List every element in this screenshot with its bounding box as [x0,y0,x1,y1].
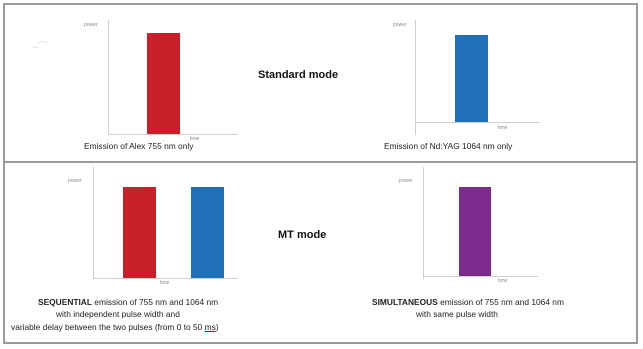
std-right-y-label: power [393,22,407,28]
std-right-x-label: time [498,125,508,131]
std-left-x-axis [108,134,238,135]
mt-right-y-axis [423,167,424,279]
mt-left-caption-emphasis: SEQUENTIAL [38,297,92,307]
mt-left-caption-line2: with independent pulse width and [56,309,180,319]
std-left-caption: Emission of Alex 755 nm only [84,141,194,151]
std-right-y-axis [415,20,416,135]
std-left-x-label: time [190,136,200,142]
diagram-frame [3,3,638,344]
mt-right-caption-emphasis: SIMULTANEOUS [372,297,438,307]
mt-mode-title: MT mode [278,229,327,241]
mt-left-x-label: time [160,280,170,286]
mt-left-caption-line3-post: ) [215,322,219,332]
mt-left-y-label: power [68,178,82,184]
standard-mode-title: Standard mode [258,69,339,81]
mt-right-x-label: time [498,278,508,284]
mt-left-caption-unit: ms [204,322,216,332]
mt-left-x-axis [93,278,238,279]
mt-right-x-axis [423,276,538,277]
mt-ndyag-pulse-bar [191,187,224,278]
std-left-y-label: power [84,22,98,28]
mt-left-y-axis [93,167,94,279]
std-left-y-axis [108,20,109,135]
mt-right-caption-line1: SIMULTANEOUS emission of 755 nm and 1064… [372,297,564,307]
std-right-x-axis [415,122,540,123]
mt-right-caption-rest: emission of 755 nm and 1064 nm [437,297,564,307]
mt-right-caption-line2: with same pulse width [416,309,498,319]
std-alex-pulse-bar [147,33,180,134]
mt-simultaneous-pulse-bar [459,187,491,276]
mt-left-caption-line3: variable delay between the two pulses (f… [11,322,219,332]
std-right-caption: Emission of Nd:YAG 1064 nm only [384,141,513,151]
watermark-logo: ~⁀ [32,42,48,54]
std-ndyag-pulse-bar [455,35,488,122]
mt-left-caption-line1: SEQUENTIAL emission of 755 nm and 1064 n… [38,297,218,307]
mt-alex-pulse-bar [123,187,156,278]
mt-right-y-label: power [399,178,413,184]
mt-left-caption-line3-pre: variable delay between the two pulses (f… [11,322,205,332]
section-divider [3,161,638,163]
mt-left-caption-rest: emission of 755 nm and 1064 nm [91,297,219,307]
